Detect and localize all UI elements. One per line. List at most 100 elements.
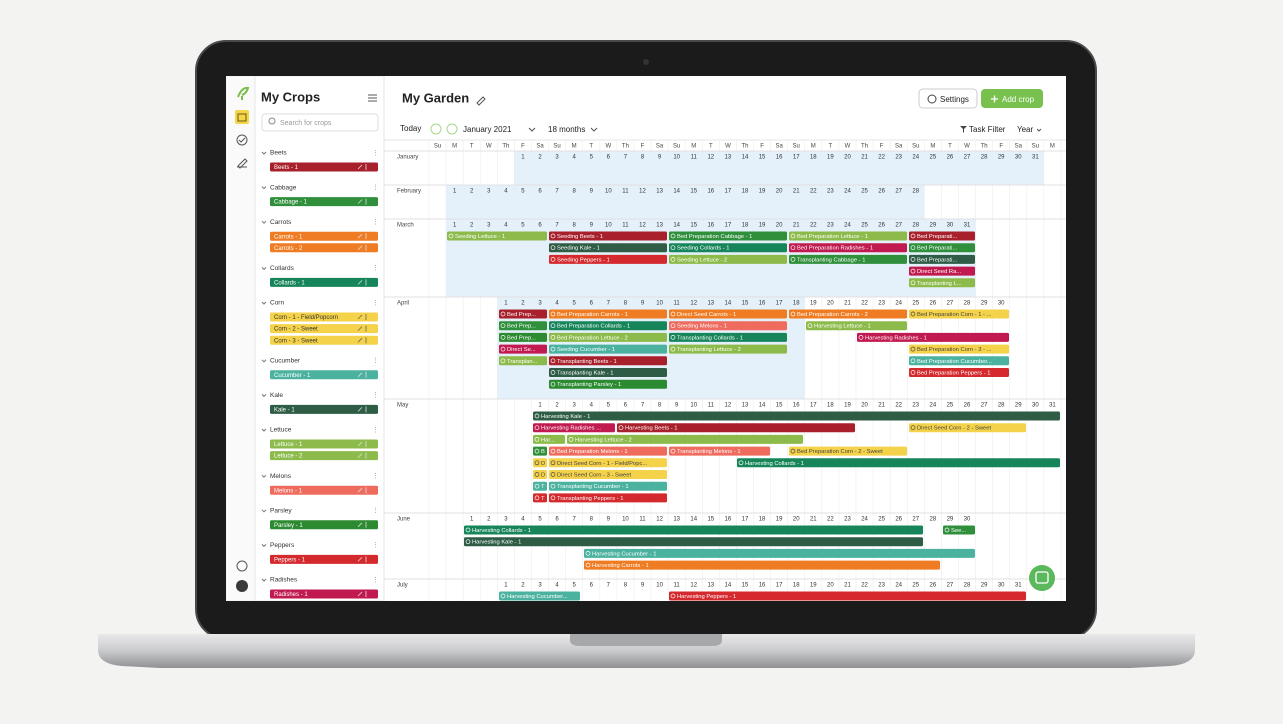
chat-button[interactable]	[1029, 565, 1055, 591]
task-bar[interactable]	[549, 309, 667, 319]
search-box[interactable]	[261, 113, 379, 132]
task-bar[interactable]	[669, 243, 787, 253]
task-bar[interactable]	[549, 254, 667, 264]
task-bar[interactable]	[549, 321, 667, 331]
task-bar[interactable]	[549, 344, 667, 354]
nav-avatar[interactable]	[236, 580, 248, 592]
group-menu[interactable]: ⋮	[372, 300, 379, 307]
task-bar[interactable]	[533, 434, 565, 444]
crop-item[interactable]	[270, 451, 378, 461]
task-bar[interactable]	[669, 321, 787, 331]
task-bar[interactable]	[669, 344, 787, 354]
task-bar[interactable]	[464, 525, 923, 535]
edit-title[interactable]	[476, 96, 486, 106]
crop-item[interactable]	[270, 312, 378, 322]
task-bar[interactable]	[584, 548, 975, 558]
month-picker[interactable]: January 2021	[463, 125, 512, 134]
task-bar[interactable]	[669, 591, 1026, 601]
task-bar[interactable]	[909, 309, 1009, 319]
crop-item[interactable]	[270, 589, 378, 599]
crop-item[interactable]	[270, 324, 378, 334]
task-bar[interactable]	[806, 321, 907, 331]
task-bar[interactable]	[499, 344, 547, 354]
group-menu[interactable]: ⋮	[372, 219, 379, 226]
group-menu[interactable]: ⋮	[372, 265, 379, 272]
nav-notes[interactable]	[237, 158, 248, 169]
task-bar[interactable]	[549, 332, 667, 342]
group-menu[interactable]: ⋮	[372, 392, 379, 399]
task-bar[interactable]	[499, 321, 547, 331]
task-bar[interactable]	[909, 266, 975, 276]
nav-calendar[interactable]	[235, 110, 249, 124]
task-bar[interactable]	[499, 591, 580, 601]
task-bar[interactable]	[549, 379, 667, 389]
crop-item[interactable]	[270, 162, 378, 172]
view-picker[interactable]: Year	[1017, 125, 1034, 134]
task-bar[interactable]	[549, 470, 667, 479]
next-button[interactable]	[446, 123, 458, 135]
crop-item[interactable]	[270, 231, 378, 241]
task-bar[interactable]	[909, 231, 975, 241]
task-bar[interactable]	[669, 446, 770, 456]
task-bar[interactable]	[909, 344, 1009, 354]
task-bar[interactable]	[549, 243, 667, 253]
task-bar[interactable]	[669, 332, 787, 342]
crop-item[interactable]	[270, 520, 378, 530]
group-menu[interactable]: ⋮	[372, 427, 379, 434]
crop-item[interactable]	[270, 404, 378, 414]
task-bar[interactable]	[584, 560, 940, 570]
range-picker[interactable]: 18 months	[548, 125, 585, 134]
crop-item[interactable]	[270, 554, 378, 564]
group-menu[interactable]: ⋮	[372, 542, 379, 549]
task-bar[interactable]	[789, 254, 907, 264]
task-bar[interactable]	[499, 356, 547, 366]
task-bar[interactable]	[789, 243, 907, 253]
task-bar[interactable]	[549, 481, 667, 491]
group-menu[interactable]: ⋮	[372, 358, 379, 365]
crop-item[interactable]	[270, 243, 378, 253]
task-bar[interactable]	[549, 446, 667, 456]
crop-item[interactable]	[270, 335, 378, 345]
menu-icon[interactable]	[368, 94, 377, 102]
task-bar[interactable]	[447, 231, 547, 241]
task-bar[interactable]	[909, 243, 975, 253]
nav-tasks[interactable]	[236, 134, 248, 146]
add-button[interactable]	[981, 89, 1043, 108]
task-bar[interactable]	[857, 332, 1009, 342]
task-bar[interactable]	[909, 278, 975, 288]
today-button[interactable]: Today	[400, 124, 421, 133]
crop-item[interactable]	[270, 485, 378, 495]
crop-item[interactable]	[270, 439, 378, 449]
group-menu[interactable]: ⋮	[372, 473, 379, 480]
task-bar[interactable]	[567, 434, 803, 444]
task-filter[interactable]: Task Filter	[969, 125, 1006, 134]
task-bar[interactable]	[533, 411, 1060, 421]
task-bar[interactable]	[549, 493, 667, 503]
task-bar[interactable]	[737, 458, 1060, 468]
task-bar[interactable]	[943, 525, 975, 535]
task-bar[interactable]	[549, 458, 667, 468]
task-bar[interactable]	[669, 231, 787, 241]
crop-item[interactable]	[270, 277, 378, 287]
task-bar[interactable]	[789, 231, 907, 241]
task-bar[interactable]	[549, 368, 667, 377]
settings-button[interactable]	[918, 88, 978, 109]
task-bar[interactable]	[789, 309, 907, 319]
group-menu[interactable]: ⋮	[372, 577, 379, 584]
task-bar[interactable]	[499, 332, 547, 342]
task-bar[interactable]	[909, 254, 975, 264]
task-bar[interactable]	[549, 356, 667, 366]
crop-item[interactable]	[270, 370, 378, 380]
group-menu[interactable]: ⋮	[372, 508, 379, 515]
nav-help[interactable]	[236, 560, 248, 572]
task-bar[interactable]	[669, 254, 787, 264]
task-bar[interactable]	[909, 368, 1009, 377]
group-menu[interactable]: ⋮	[372, 150, 379, 157]
task-bar[interactable]	[464, 537, 923, 547]
task-bar[interactable]	[909, 423, 1026, 433]
group-menu[interactable]: ⋮	[372, 184, 379, 191]
task-bar[interactable]	[499, 309, 547, 319]
prev-button[interactable]	[430, 123, 442, 135]
task-bar[interactable]	[617, 423, 855, 433]
task-bar[interactable]	[789, 446, 907, 456]
